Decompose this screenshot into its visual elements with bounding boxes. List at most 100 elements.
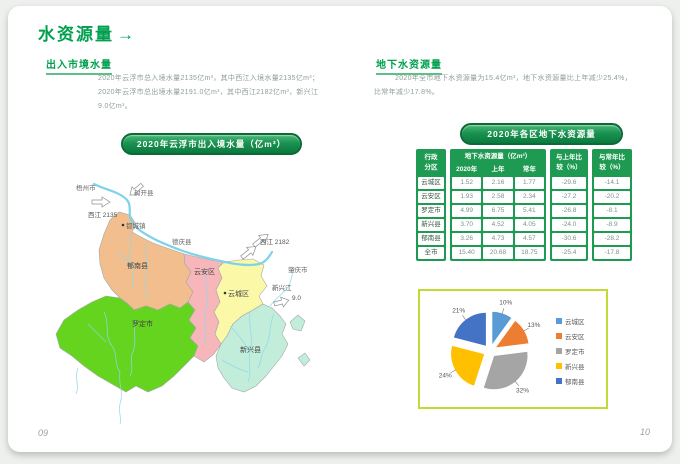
groundwater-table: 行政 分区 云城区 云安区 罗定市 新兴县 郁南县 全市 地下水资源量（亿m³） 2020年 上年 常… xyxy=(416,149,632,261)
xinxing-outflow-arrow-icon xyxy=(273,296,290,308)
map-region-xinxing xyxy=(215,303,289,393)
table-subheader-row: 2020年 上年 常年 xyxy=(452,164,544,175)
pie-percent-label: 32% xyxy=(516,387,529,394)
legend-label: 罗定市 xyxy=(565,349,585,356)
map-title-banner: 2020年云浮市出入境水量（亿m³） xyxy=(121,133,302,155)
table-cell-value: 18.75 xyxy=(514,247,544,259)
page-title-text: 水资源量 xyxy=(38,25,114,44)
table-cell-value: 4.57 xyxy=(514,233,544,245)
page-title: 水资源量 → xyxy=(38,20,134,45)
table-cell-vs-normal: -14.1 xyxy=(594,177,630,189)
map-xijiang-river xyxy=(92,182,274,267)
table-cell-value: 1.52 xyxy=(452,177,482,189)
table-cell-vs-normal: -20.2 xyxy=(594,191,630,203)
table-row: 3.70 4.52 4.05 xyxy=(452,219,544,231)
pie-percent-label: 13% xyxy=(527,322,540,329)
table-cell-vs-normal: -8.1 xyxy=(594,205,630,217)
legend-label: 郁南县 xyxy=(565,379,585,386)
map-label-xinxing-county: 新兴县 xyxy=(240,345,261,354)
table-cell-value: 5.41 xyxy=(514,205,544,217)
table-cell-region: 郁南县 xyxy=(418,233,444,245)
legend-item: 郁南县 xyxy=(556,376,585,386)
table-vs-normal-column: 与常年比较（%） -14.1 -20.2 -8.1 -8.9 -28.2 -17.8 xyxy=(592,149,632,261)
table-cell-region: 新兴县 xyxy=(418,219,444,231)
table-cell-vs-prev: -24.0 xyxy=(552,219,586,231)
ducheng-town-dot xyxy=(121,223,125,227)
map-label-xinxing-value: 9.0 xyxy=(292,295,301,302)
table-header-vs-normal: 与常年比较（%） xyxy=(594,151,630,175)
map-label-fengkai: 封开县 xyxy=(134,188,154,197)
groundwater-paragraph: 2020年全市地下水资源量为15.4亿m³，地下水资源量比上年减少25.4%， … xyxy=(374,72,666,100)
legend-item: 新兴县 xyxy=(556,361,585,371)
yuncheng-seat-dot xyxy=(223,291,227,295)
map-flow-arrows xyxy=(91,182,290,308)
table-row: 1.52 2.16 1.77 xyxy=(452,177,544,189)
table-groundwater-columns: 地下水资源量（亿m³） 2020年 上年 常年 1.52 2.16 1.77 1.93 2.58… xyxy=(450,149,546,261)
pie-chart-legend: 云城区云安区罗定市新兴县郁南县 xyxy=(556,316,585,391)
table-cell-vs-normal: -8.9 xyxy=(594,219,630,231)
inflow-arrow-icon xyxy=(91,196,111,208)
map-label-xinxing-river: 新兴江 xyxy=(272,283,292,292)
groundwater-pie-chart: 10% 13% 32% 24% 21% xyxy=(439,300,541,395)
table-cell-vs-prev: -29.6 xyxy=(552,177,586,189)
map-islet xyxy=(297,352,311,367)
map-label-yunan-county: 郁南县 xyxy=(127,261,148,270)
map-label-ducheng: 都城镇 xyxy=(126,221,146,230)
table-vs-prev-column: 与上年比 较（%） -29.6 -27.2 -26.8 -24.0 -30.6 -25.4 xyxy=(550,149,588,261)
map-label-deqing: 德庆县 xyxy=(172,237,192,246)
legend-label: 云安区 xyxy=(565,334,585,341)
legend-label: 云城区 xyxy=(565,319,585,326)
map-label-inflow: 西江 2135 xyxy=(88,211,118,219)
table-cell-value: 15.40 xyxy=(452,247,482,259)
pie-leader-line xyxy=(501,308,505,314)
paragraph-line: 2020年云浮市总入境水量2135亿m³，其中西江入境水量2135亿m³； xyxy=(98,75,320,82)
table-row: 15.40 20.68 18.75 xyxy=(452,247,544,259)
table-cell-value: 1.77 xyxy=(514,177,544,189)
legend-swatch-icon xyxy=(556,363,562,369)
pie-slice-新兴县 xyxy=(450,344,486,387)
table-group-header: 地下水资源量（亿m³） xyxy=(464,153,532,160)
river-entry-arrow-icon xyxy=(129,182,144,196)
table-cell-region: 罗定市 xyxy=(418,205,444,217)
table-region-column: 行政 分区 云城区 云安区 罗定市 新兴县 郁南县 全市 xyxy=(416,149,446,261)
pie-leader-line xyxy=(462,315,467,321)
table-header-line: 较（%） xyxy=(556,164,582,171)
table-cell-value: 2.58 xyxy=(483,191,513,203)
table-cell-value: 1.93 xyxy=(452,191,482,203)
table-cell-value: 20.68 xyxy=(483,247,513,259)
map-region-luoding xyxy=(55,295,199,393)
table-cell-vs-normal: -17.8 xyxy=(594,247,630,259)
legend-swatch-icon xyxy=(556,348,562,354)
table-cell-value: 4.52 xyxy=(483,219,513,231)
table-cell-vs-normal: -28.2 xyxy=(594,233,630,245)
yunfu-city-map: 梧州市 封开县 西江 2135 都城镇 德庆县 西江 2182 肇庆市 新兴江 … xyxy=(55,182,311,425)
pie-slice-郁南县 xyxy=(452,311,487,347)
legend-swatch-icon xyxy=(556,333,562,339)
table-header-line: 与上年比 xyxy=(556,154,582,161)
table-cell-region: 云安区 xyxy=(418,191,444,203)
table-header-region: 行政 分区 xyxy=(418,151,444,175)
legend-label: 新兴县 xyxy=(565,364,585,371)
map-islet xyxy=(289,314,306,332)
page-number-right: 10 xyxy=(640,427,651,437)
page-number-left: 09 xyxy=(38,428,49,438)
table-subheader: 上年 xyxy=(491,166,505,173)
map-label-outflow: 西江 2182 xyxy=(260,238,290,246)
table-cell-vs-prev: -26.8 xyxy=(552,205,586,217)
table-header-line: 较（%） xyxy=(599,164,625,171)
table-cell-value: 4.99 xyxy=(452,205,482,217)
pie-leader-line xyxy=(523,327,529,332)
legend-item: 云安区 xyxy=(556,331,585,341)
pie-chart-box: 10% 13% 32% 24% 21% 云城区 云安区 罗定市 新兴县 郁南县 xyxy=(418,289,608,409)
legend-swatch-icon xyxy=(556,378,562,384)
table-row: 1.93 2.58 2.34 xyxy=(452,191,544,203)
legend-swatch-icon xyxy=(556,318,562,324)
section-heading-groundwater: 地下水资源量 xyxy=(376,56,442,75)
table-header-line: 与常年比 xyxy=(599,154,625,161)
section-heading-inout-water: 出入市境水量 xyxy=(46,56,112,75)
table-row: 3.26 4.73 4.57 xyxy=(452,233,544,245)
table-cell-value: 3.70 xyxy=(452,219,482,231)
pie-percent-label: 10% xyxy=(499,300,512,307)
table-header-line: 分区 xyxy=(424,164,438,171)
map-label-luoding: 罗定市 xyxy=(132,319,153,328)
